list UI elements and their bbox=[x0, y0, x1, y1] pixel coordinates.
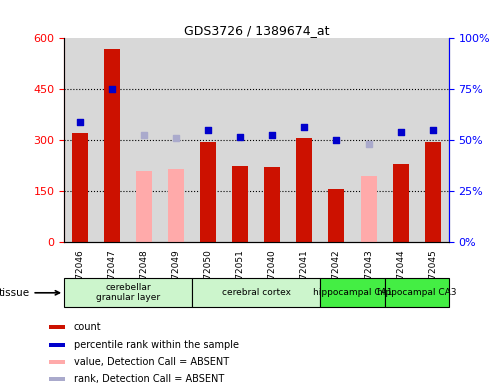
Text: cerebral cortex: cerebral cortex bbox=[222, 288, 291, 297]
Bar bbox=[224, 38, 256, 242]
Bar bbox=[424, 142, 441, 242]
Bar bbox=[264, 167, 281, 242]
Bar bbox=[160, 38, 192, 242]
Bar bbox=[64, 278, 192, 307]
Bar bbox=[328, 189, 345, 242]
Bar bbox=[256, 38, 288, 242]
Bar bbox=[417, 38, 449, 242]
Bar bbox=[104, 49, 120, 242]
Bar bbox=[168, 169, 184, 242]
Text: tissue: tissue bbox=[0, 288, 60, 298]
Text: count: count bbox=[74, 322, 102, 332]
Point bbox=[364, 141, 373, 147]
Bar bbox=[48, 377, 65, 381]
Text: percentile rank within the sample: percentile rank within the sample bbox=[74, 339, 239, 349]
Bar bbox=[192, 278, 320, 307]
Bar bbox=[192, 38, 224, 242]
Bar bbox=[96, 38, 128, 242]
Bar bbox=[64, 38, 96, 242]
Bar bbox=[48, 343, 65, 347]
Bar bbox=[352, 38, 385, 242]
Bar bbox=[288, 38, 320, 242]
Point bbox=[428, 127, 437, 133]
Bar bbox=[385, 38, 417, 242]
Point bbox=[108, 86, 116, 92]
Text: hippocampal CA1: hippocampal CA1 bbox=[313, 288, 392, 297]
Bar bbox=[48, 325, 65, 329]
Bar bbox=[296, 139, 313, 242]
Bar bbox=[320, 278, 385, 307]
Bar bbox=[224, 38, 256, 242]
Bar bbox=[352, 38, 385, 242]
Bar bbox=[232, 166, 248, 242]
Point bbox=[204, 127, 212, 133]
Bar bbox=[200, 142, 216, 242]
Bar bbox=[385, 38, 417, 242]
Bar bbox=[136, 171, 152, 242]
Title: GDS3726 / 1389674_at: GDS3726 / 1389674_at bbox=[183, 24, 329, 37]
Point bbox=[268, 132, 276, 138]
Point bbox=[332, 137, 340, 143]
Bar bbox=[96, 38, 128, 242]
Text: hippocampal CA3: hippocampal CA3 bbox=[377, 288, 457, 297]
Text: cerebellar
granular layer: cerebellar granular layer bbox=[96, 283, 160, 303]
Bar bbox=[128, 38, 160, 242]
Bar bbox=[192, 38, 224, 242]
Bar bbox=[320, 38, 352, 242]
Bar bbox=[385, 278, 449, 307]
Bar bbox=[48, 360, 65, 364]
Bar bbox=[288, 38, 320, 242]
Point bbox=[173, 136, 180, 142]
Bar bbox=[320, 38, 352, 242]
Bar bbox=[256, 38, 288, 242]
Bar bbox=[417, 38, 449, 242]
Bar bbox=[160, 38, 192, 242]
Bar bbox=[392, 164, 409, 242]
Point bbox=[236, 134, 244, 140]
Text: value, Detection Call = ABSENT: value, Detection Call = ABSENT bbox=[74, 357, 229, 367]
Point bbox=[140, 132, 148, 138]
Point bbox=[76, 118, 84, 124]
Text: rank, Detection Call = ABSENT: rank, Detection Call = ABSENT bbox=[74, 374, 224, 384]
Bar bbox=[128, 38, 160, 242]
Bar bbox=[64, 38, 96, 242]
Bar bbox=[360, 176, 377, 242]
Point bbox=[396, 129, 404, 135]
Bar bbox=[72, 133, 88, 242]
Point bbox=[300, 124, 309, 130]
